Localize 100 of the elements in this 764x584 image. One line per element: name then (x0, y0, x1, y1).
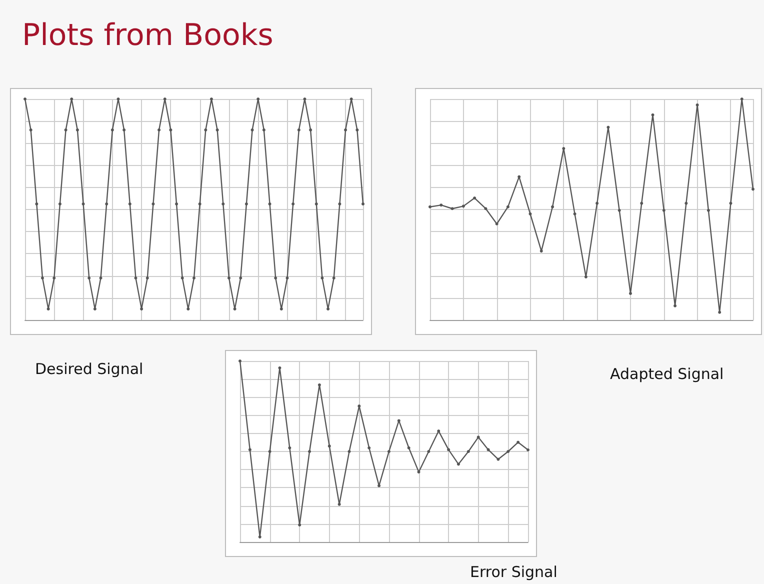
point (93, 307, 96, 310)
point (116, 98, 120, 100)
point (428, 205, 432, 208)
point (362, 202, 364, 206)
point (76, 128, 79, 132)
point (651, 113, 654, 116)
point (407, 446, 410, 450)
point (314, 202, 318, 206)
point (606, 126, 610, 129)
point (169, 128, 172, 132)
point (378, 484, 381, 488)
point (596, 202, 599, 205)
point (110, 128, 114, 132)
point (618, 208, 621, 212)
point (476, 436, 480, 439)
point (146, 276, 149, 280)
point (46, 307, 50, 310)
point (320, 276, 324, 280)
point (397, 419, 400, 422)
point (297, 128, 300, 132)
point (562, 147, 566, 150)
point (258, 535, 262, 538)
point (350, 98, 353, 100)
point (70, 98, 74, 100)
point (64, 128, 68, 132)
point (222, 202, 225, 206)
point (486, 448, 490, 452)
point (233, 307, 236, 310)
point (518, 175, 521, 178)
point (466, 450, 470, 453)
point (134, 276, 138, 280)
point (674, 304, 677, 308)
point (495, 222, 498, 226)
point (338, 502, 341, 506)
point (332, 276, 336, 280)
point (328, 444, 331, 448)
point (440, 204, 443, 207)
point (186, 307, 190, 310)
point (309, 128, 312, 132)
point (417, 470, 420, 474)
point (640, 202, 644, 205)
point (122, 128, 126, 132)
point (684, 202, 688, 205)
point (278, 366, 282, 370)
point (82, 202, 85, 206)
point (551, 205, 554, 208)
point (24, 98, 26, 100)
point (427, 450, 430, 453)
point (752, 188, 754, 191)
point (105, 202, 108, 206)
point (528, 212, 532, 216)
point (662, 208, 666, 212)
point (152, 202, 155, 206)
point (729, 202, 732, 205)
point (244, 202, 248, 206)
point (250, 128, 254, 132)
point (35, 202, 38, 206)
point (180, 276, 184, 280)
point (356, 128, 359, 132)
point (216, 128, 219, 132)
point (338, 202, 342, 206)
point (506, 205, 510, 208)
point (292, 202, 295, 206)
point (88, 276, 91, 280)
point (268, 202, 272, 206)
point (456, 462, 460, 466)
point (318, 383, 321, 386)
point (496, 458, 500, 461)
point (198, 202, 202, 206)
point (128, 202, 132, 206)
point (526, 448, 530, 452)
point (540, 250, 543, 253)
point (484, 207, 488, 210)
text: Plots from Books (22, 18, 274, 53)
point (99, 276, 102, 280)
point (450, 207, 454, 210)
point (274, 276, 278, 280)
point (718, 310, 722, 314)
point (628, 292, 632, 295)
point (52, 276, 56, 280)
point (298, 523, 302, 526)
point (239, 276, 242, 280)
point (573, 212, 576, 216)
point (368, 446, 371, 450)
point (268, 450, 272, 453)
text: Adapted Signal (610, 365, 724, 383)
point (506, 450, 510, 453)
point (516, 440, 520, 444)
point (358, 404, 361, 408)
text: Error Signal (470, 563, 558, 581)
point (286, 276, 289, 280)
point (204, 128, 208, 132)
point (158, 128, 161, 132)
point (303, 98, 306, 100)
point (437, 430, 440, 433)
point (462, 204, 465, 208)
point (238, 360, 242, 362)
point (473, 196, 476, 200)
point (29, 128, 32, 132)
point (348, 450, 351, 453)
